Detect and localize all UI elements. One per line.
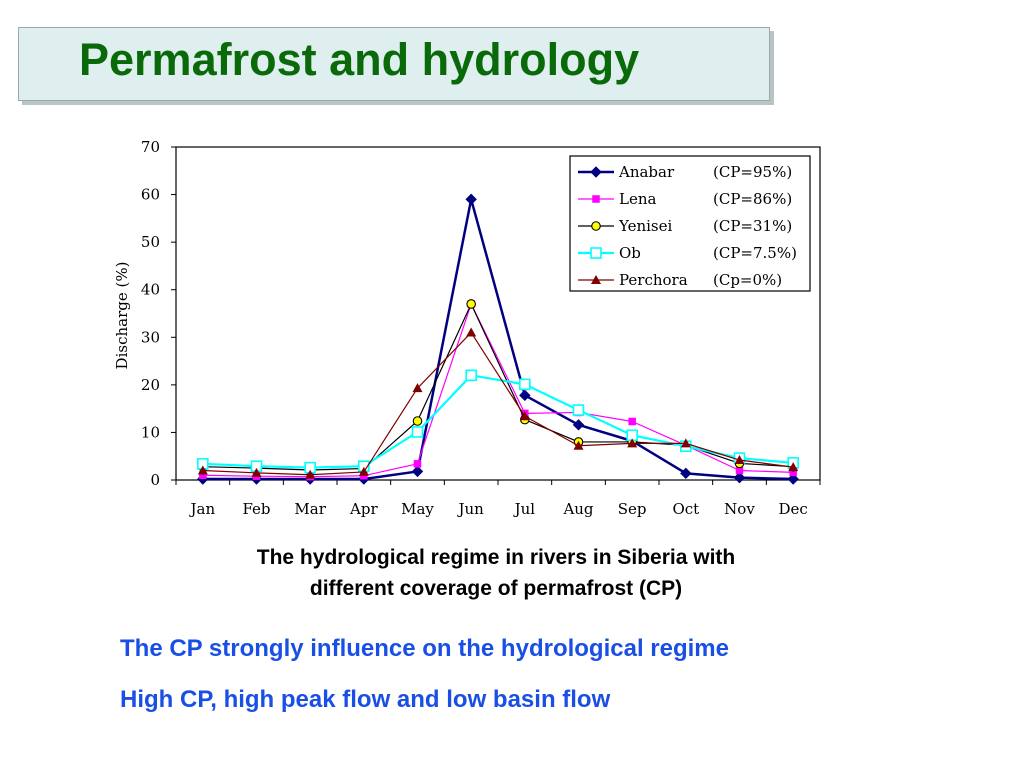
- x-tick-label: Feb: [242, 500, 270, 518]
- legend-marker-lena: [592, 195, 600, 203]
- x-tick-label: Jun: [456, 500, 484, 518]
- note-line-1: The CP strongly influence on the hydrolo…: [120, 635, 729, 662]
- y-tick-label: 50: [141, 233, 160, 251]
- data-point-anabar: [465, 193, 477, 206]
- data-point-yenisei: [466, 299, 476, 309]
- data-point-anabar: [733, 471, 746, 484]
- y-tick-label: 0: [150, 471, 160, 489]
- discharge-chart: 0 10 20 30 40 50 60 70 Jan Feb Mar Apr May Jun Jul Aug S…: [113, 138, 821, 518]
- y-axis-label: Discharge (%): [113, 262, 131, 370]
- y-tick-label: 60: [141, 186, 160, 204]
- legend-marker-yenisei: [591, 221, 601, 231]
- data-point-anabar: [680, 467, 692, 480]
- x-tick-label: Mar: [294, 500, 326, 518]
- data-point-yenisei: [412, 416, 423, 426]
- x-tick-label: Jan: [189, 500, 216, 518]
- x-tick-label: Dec: [779, 500, 808, 518]
- legend-label-yenisei: Yenisei: [618, 217, 673, 235]
- series-line-perchora: [202, 331, 794, 476]
- x-tick-label: Jul: [513, 500, 536, 518]
- data-point-perchora: [412, 383, 423, 393]
- data-point-perchora: [519, 411, 530, 421]
- title-banner: Permafrost and hydrology: [18, 27, 770, 101]
- data-point-perchora: [197, 465, 208, 475]
- legend-marker-anabar: [590, 166, 602, 178]
- data-point-anabar: [572, 419, 585, 431]
- legend-cp-yenisei: (CP=31%): [713, 217, 792, 235]
- y-tick-label: 40: [141, 281, 160, 299]
- y-tick-label: 70: [141, 138, 160, 156]
- series-line-ob: [202, 374, 794, 469]
- legend-label-ob: Ob: [619, 244, 641, 262]
- data-point-lena: [735, 466, 744, 475]
- x-tick-label: Oct: [672, 500, 699, 518]
- slide-title: Permafrost and hydrology: [79, 34, 640, 85]
- x-tick-label: Nov: [724, 500, 755, 518]
- data-point-perchora: [627, 438, 638, 448]
- data-point-ob: [572, 404, 585, 416]
- data-point-anabar: [787, 473, 799, 485]
- legend-marker-perchora: [591, 275, 601, 284]
- legend-box: [569, 155, 811, 292]
- data-point-ob: [465, 369, 477, 382]
- note-line-2: High CP, high peak flow and low basin fl…: [120, 686, 611, 713]
- chart-caption-line-1: The hydrological regime in rivers in Sib…: [256, 546, 736, 569]
- legend-label-anabar: Anabar: [618, 163, 675, 181]
- x-tick-label: Sep: [618, 500, 647, 518]
- series-line-lena: [202, 303, 794, 478]
- data-point-anabar: [519, 389, 531, 402]
- data-point-perchora: [680, 438, 691, 448]
- legend-label-perchora: Perchora: [619, 271, 688, 289]
- data-point-lena: [789, 468, 797, 477]
- legend-cp-anabar: (CP=95%): [713, 163, 792, 181]
- x-tick-label: May: [401, 500, 434, 518]
- data-point-lena: [628, 417, 636, 426]
- series-line-anabar: [202, 198, 794, 481]
- data-point-perchora: [358, 466, 369, 476]
- legend-label-lena: Lena: [619, 190, 656, 208]
- data-point-perchora: [734, 455, 745, 465]
- data-point-ob: [519, 378, 531, 391]
- data-point-perchora: [573, 440, 584, 450]
- legend-cp-perchora: (Cp=0%): [713, 271, 782, 289]
- data-point-lena: [413, 460, 422, 468]
- data-point-anabar: [411, 465, 424, 478]
- chart-caption-line-2: different coverage of permafrost (CP): [309, 577, 683, 600]
- x-tick-label: Aug: [562, 500, 593, 518]
- y-tick-label: 30: [141, 328, 160, 346]
- data-point-perchora: [251, 467, 262, 477]
- y-tick-label: 10: [141, 423, 160, 441]
- data-point-perchora: [466, 327, 477, 337]
- legend-cp-lena: (CP=86%): [713, 190, 792, 208]
- legend-cp-ob: (CP=7.5%): [713, 244, 797, 262]
- data-point-perchora: [788, 462, 799, 472]
- y-tick-label: 20: [141, 376, 160, 394]
- legend-marker-ob: [590, 247, 602, 259]
- series-line-yenisei: [202, 303, 794, 471]
- x-tick-label: Apr: [349, 500, 378, 518]
- data-point-ob: [411, 426, 424, 438]
- data-point-lena: [199, 471, 207, 479]
- data-point-perchora: [305, 469, 316, 479]
